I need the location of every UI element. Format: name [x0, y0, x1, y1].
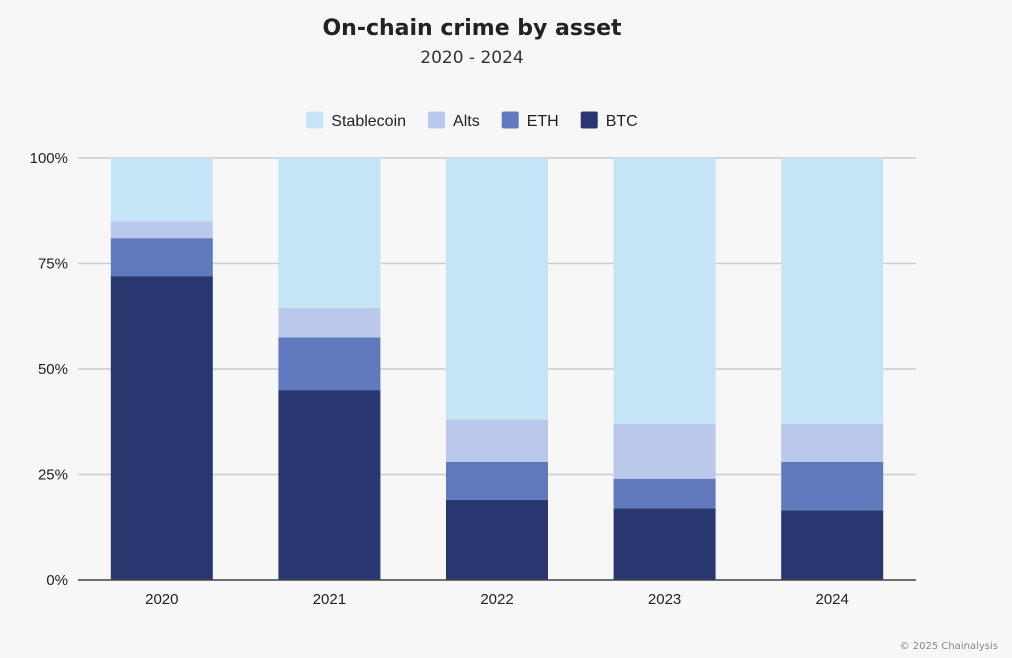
bar-btc-2022	[446, 499, 548, 580]
legend-item-stablecoin: Stablecoin	[306, 111, 406, 130]
y-tick-label: 25%	[38, 467, 68, 484]
legend-label: Alts	[453, 113, 480, 130]
bar-stablecoin-2020	[110, 158, 213, 222]
legend-label: BTC	[606, 113, 638, 130]
bar-alts-2020	[110, 221, 213, 239]
legend-swatch	[428, 111, 446, 129]
x-tick-label: 2020	[145, 591, 178, 608]
bar-stablecoin-2021	[278, 158, 381, 308]
bars	[110, 158, 884, 580]
bar-alts-2021	[278, 307, 381, 338]
chart-legend: Stablecoin Alts ETH BTC	[306, 111, 638, 130]
legend-swatch	[306, 111, 324, 129]
bar-alts-2024	[781, 423, 884, 462]
y-tick-label: 75%	[38, 256, 68, 273]
bar-btc-2023	[613, 508, 716, 580]
y-tick-label: 0%	[46, 572, 68, 589]
copyright-text: © 2025 Chainalysis	[899, 641, 998, 652]
bar-eth-2024	[781, 461, 884, 511]
legend-label: Stablecoin	[331, 113, 406, 130]
y-tick-label: 100%	[30, 150, 68, 167]
chart-title: On-chain crime by asset	[322, 16, 622, 41]
bar-btc-2021	[278, 390, 381, 580]
bar-stablecoin-2024	[781, 158, 884, 424]
y-tick-label: 50%	[38, 361, 68, 378]
bar-btc-2020	[110, 276, 213, 580]
y-axis-ticks: 0% 25% 50% 75% 100%	[30, 150, 68, 589]
bar-stablecoin-2022	[446, 158, 548, 420]
legend-item-alts: Alts	[428, 111, 480, 130]
legend-swatch	[501, 111, 519, 129]
x-tick-label: 2023	[648, 591, 681, 608]
x-axis-ticks: 2020 2021 2022 2023 2024	[145, 591, 849, 608]
bar-eth-2022	[446, 461, 548, 500]
x-tick-label: 2022	[480, 591, 513, 608]
bar-alts-2023	[613, 423, 716, 479]
bar-alts-2022	[446, 419, 548, 462]
legend-item-eth: ETH	[501, 111, 559, 130]
x-tick-label: 2021	[313, 591, 346, 608]
bar-stablecoin-2023	[613, 158, 716, 424]
chart-subtitle: 2020 - 2024	[420, 48, 524, 68]
bar-eth-2020	[110, 238, 213, 277]
bar-btc-2024	[781, 510, 884, 580]
legend-label: ETH	[527, 113, 559, 130]
x-tick-label: 2024	[816, 591, 849, 608]
legend-item-btc: BTC	[580, 111, 638, 130]
stacked-bar-chart: Stablecoin Alts ETH BTC 0% 25% 50% 75% 100% 202…	[30, 111, 916, 608]
legend-swatch	[580, 111, 598, 129]
bar-eth-2021	[278, 337, 381, 391]
bar-eth-2023	[613, 478, 716, 509]
